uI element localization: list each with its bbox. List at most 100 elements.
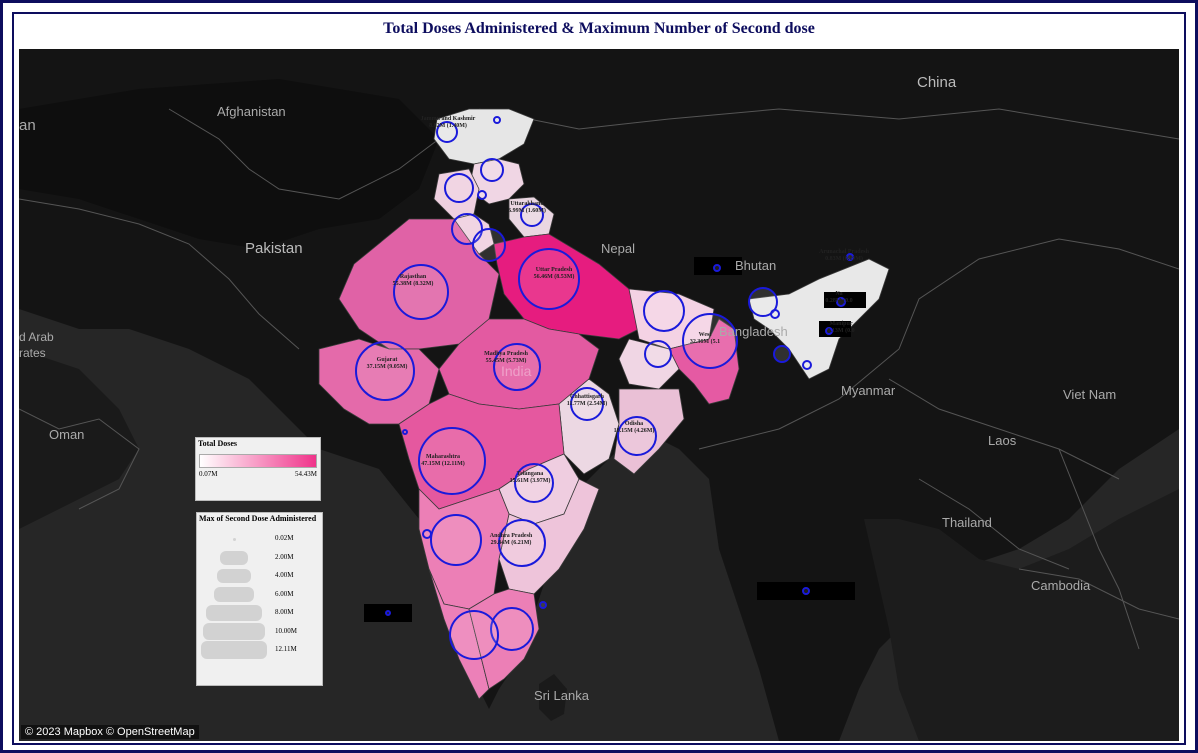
state-label-name: Andhra Pradesh	[489, 533, 533, 539]
legend-total-max: 54.43M	[295, 470, 317, 478]
legend-size-row: 2.00M	[197, 549, 322, 567]
legend-size-label: 0.02M	[275, 534, 294, 542]
map-view[interactable]: China Afghanistan Pakistan Nepal Bhutan …	[19, 49, 1179, 741]
legend-size-row: 12.11M	[197, 641, 322, 659]
state-label-name: Manipur	[829, 321, 853, 327]
legend-size-row: 10.00M	[197, 623, 322, 641]
legend-size-label: 2.00M	[275, 552, 294, 561]
map-svg	[19, 49, 1179, 741]
state-west-bengal	[668, 318, 740, 405]
state-label: Na 0.28M (0.0	[817, 291, 861, 305]
country-label-bhutan: Bhutan	[735, 258, 777, 273]
state-label-value: 11.77M (2.54M)	[566, 401, 608, 407]
state-label: Manipur 0.13M (0.0	[819, 321, 863, 335]
state-label-name: Rajasthan	[399, 274, 427, 280]
legend-size-row: 8.00M	[197, 604, 322, 622]
state-chhattisgarh	[558, 378, 620, 475]
state-label: Jammu and Kashmir 8.82M (1.40M)	[418, 116, 478, 130]
state-label-value: 37.15M (9.05M)	[366, 364, 408, 370]
dashboard-title: Total Doses Administered & Maximum Numbe…	[383, 20, 815, 37]
country-label-iran-fragment: an	[19, 117, 36, 134]
country-label-myanmar: Myanmar	[841, 383, 896, 398]
dashboard-inner: Total Doses Administered & Maximum Numbe…	[12, 12, 1186, 745]
legend-size-label: 4.00M	[275, 571, 294, 579]
state-label-name: Arunachal Pradesh	[819, 249, 869, 255]
country-label-uae-fragment-2: rates	[19, 346, 46, 360]
state-label-value: 0.13M (0.0	[827, 328, 855, 334]
legend-size-shape	[220, 550, 248, 565]
state-label-name: Uttar Pradesh	[535, 267, 573, 273]
legend-size-shape	[201, 641, 267, 659]
second-dose-bubbles[interactable]	[355, 116, 854, 660]
state-label-name: Telangana	[516, 471, 544, 477]
state-label: Uttar Pradesh 56.46M (8.53M)	[529, 267, 579, 281]
legend-total-title: Total Doses	[198, 439, 238, 448]
legend-size-row: 4.00M	[197, 567, 322, 585]
state-label-name: Madhya Pradesh	[484, 351, 528, 357]
legend-total-min: 0.07M	[199, 470, 218, 478]
state-label: Arunachal Pradesh 0.83M (0.19M)	[811, 249, 877, 263]
country-label-india: India	[501, 363, 532, 379]
state-label-name: Jammu and Kashmir	[420, 116, 476, 122]
state-label-value: 55.38M (8.32M)	[392, 281, 434, 287]
state-label: Andhra Pradesh 29.84M (6.21M)	[487, 533, 535, 547]
country-label-cambodia: Cambodia	[1031, 578, 1091, 593]
state-label-name: Maharashtra	[426, 454, 460, 460]
legend-size-row: 6.00M	[197, 586, 322, 604]
state-label: Telangana 15.61M (3.97M)	[507, 471, 553, 485]
state-label-name: Chhattisgarh	[569, 394, 604, 400]
state-label-value: 0.83M (0.19M)	[825, 256, 863, 262]
legend-size-shape	[206, 605, 262, 621]
map-attribution[interactable]: © 2023 Mapbox © OpenStreetMap	[21, 725, 199, 739]
country-label-viet-nam: Viet Nam	[1063, 387, 1117, 402]
legend-color-ramp	[199, 454, 317, 468]
country-label-pakistan: Pakistan	[245, 240, 303, 257]
legend-size-label: 8.00M	[275, 608, 294, 616]
legend-size-shape	[232, 537, 236, 541]
state-uttar-pradesh	[493, 233, 640, 340]
state-jammu-kashmir	[433, 108, 535, 165]
state-label-value: 6.99M (1.60M)	[508, 208, 546, 214]
state-label: Odisha 18.15M (4.26M)	[611, 421, 657, 435]
legend-size-shape	[217, 569, 251, 583]
legend-second-title: Max of Second Dose Administered	[199, 514, 317, 523]
state-label-value: 29.84M (6.21M)	[490, 540, 532, 546]
state-label: Madhya Pradesh 55.45M (5.73M)	[481, 351, 531, 365]
country-borders	[19, 108, 1179, 650]
legend-size-label: 6.00M	[275, 589, 294, 598]
country-label-thailand: Thailand	[942, 515, 992, 530]
state-label: Rajasthan 55.38M (8.32M)	[389, 274, 437, 288]
country-label-oman: Oman	[49, 427, 85, 442]
state-label-name: Odisha	[624, 421, 644, 427]
country-label-laos: Laos	[988, 433, 1017, 448]
state-label-value: 18.15M (4.26M)	[613, 428, 655, 434]
legend-size-row: 0.02M	[197, 530, 322, 548]
country-label-nepal: Nepal	[601, 241, 635, 256]
legend-size-shape	[203, 623, 265, 640]
state-label-name: Na	[835, 291, 843, 297]
state-label-value: 8.82M (1.40M)	[429, 123, 467, 129]
country-label-china: China	[917, 74, 957, 91]
state-label-value: 15.61M (3.97M)	[509, 478, 551, 484]
country-label-sri-lanka: Sri Lanka	[534, 688, 589, 703]
state-label-value: 55.45M (5.73M)	[485, 358, 527, 364]
state-label: Maharashtra 47.15M (12.11M)	[414, 454, 472, 468]
country-label-afghanistan: Afghanistan	[217, 104, 286, 119]
state-label-name: West	[698, 332, 712, 338]
state-label-value: 32.36M (5.1	[689, 339, 721, 345]
state-label-value: 47.15M (12.11M)	[421, 461, 465, 467]
country-label-uae-fragment-1: d Arab	[19, 330, 54, 344]
state-label: Chhattisgarh 11.77M (2.54M)	[564, 394, 610, 408]
legend-size-label: 12.11M	[275, 645, 297, 653]
legend-size-shape	[214, 587, 254, 602]
legend-size-label: 10.00M	[275, 626, 297, 635]
legend-second-dose: Max of Second Dose Administered 0.02M 2.0…	[196, 512, 323, 686]
state-label: West 32.36M (5.1	[682, 332, 728, 346]
state-label: Uttarakhand 6.99M (1.60M)	[505, 201, 549, 215]
state-label-value: 0.28M (0.0	[825, 298, 853, 304]
country-label-bangladesh: Bangladesh	[719, 324, 788, 339]
legend-total-doses: Total Doses 0.07M 54.43M	[195, 437, 321, 501]
state-label: Gujarat 37.15M (9.05M)	[364, 357, 410, 371]
state-label-name: Uttarakhand	[510, 201, 544, 207]
